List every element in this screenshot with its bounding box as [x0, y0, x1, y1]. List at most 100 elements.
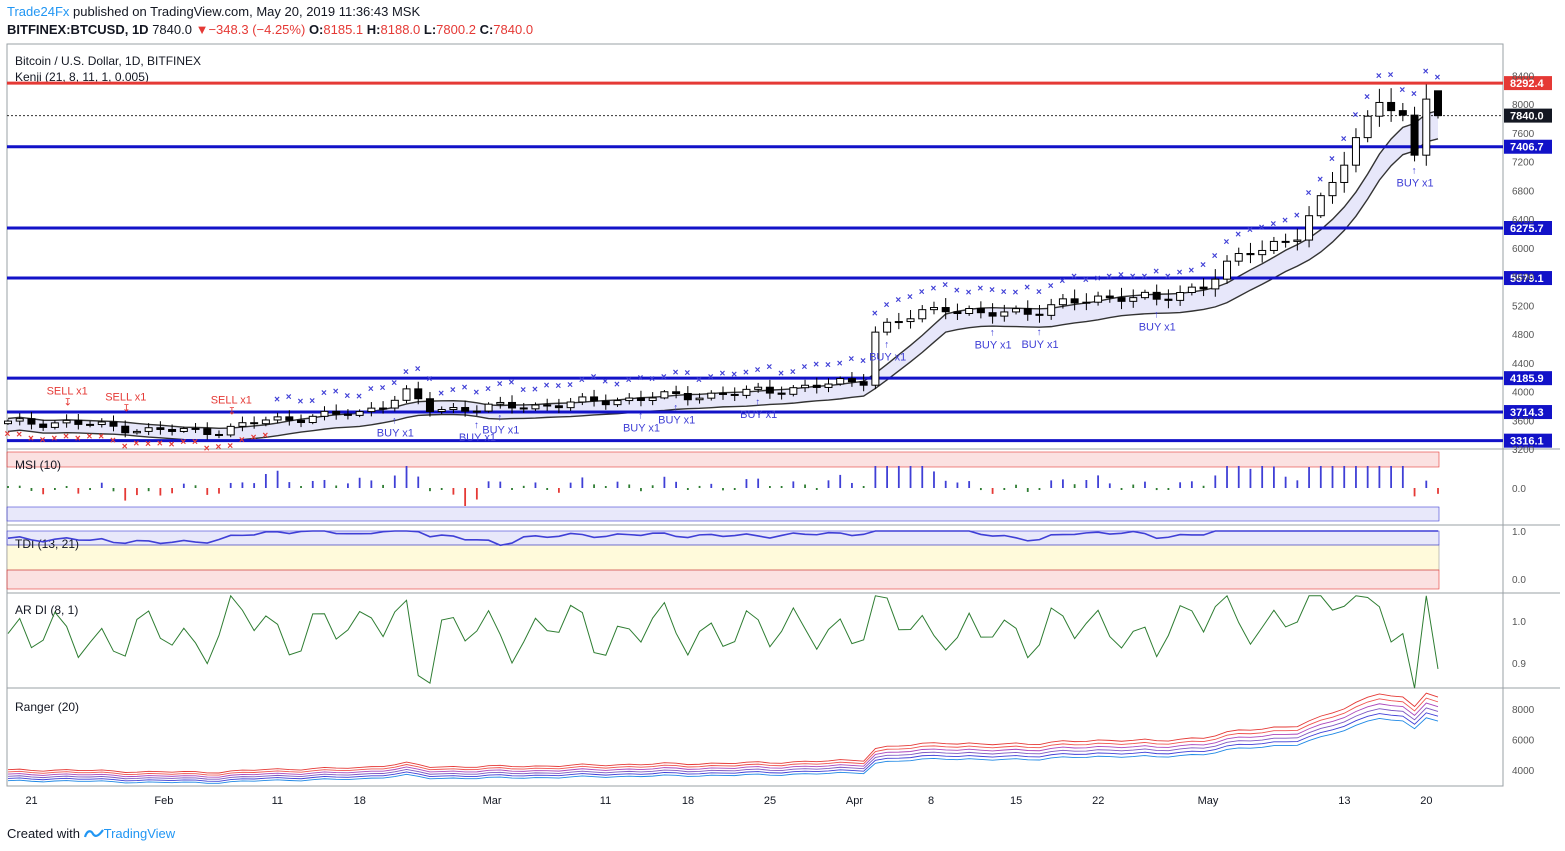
candle-body	[1223, 260, 1232, 280]
stop-marker: ×	[110, 435, 116, 446]
stop-marker: ×	[239, 435, 245, 446]
candle-body	[461, 407, 470, 412]
candle-body	[847, 378, 856, 383]
candle-body	[1398, 110, 1407, 116]
stop-marker: ×	[860, 356, 866, 367]
level-label-3316.1: 3316.1	[1510, 436, 1544, 448]
y-tick-main: 5600	[1512, 273, 1535, 284]
buy-arrow-icon: ↑	[638, 410, 643, 421]
stop-marker: ×	[1224, 237, 1230, 248]
ardi-pane[interactable]: AR DI (8, 1)	[7, 594, 1439, 689]
open-label: O:	[308, 22, 324, 37]
ranger-pane[interactable]: Ranger (20)	[7, 692, 1439, 784]
stop-marker: ×	[872, 308, 878, 319]
candle-body	[15, 418, 24, 422]
candle-body	[625, 397, 634, 402]
candle-body	[883, 321, 892, 333]
stop-marker: ×	[649, 374, 655, 385]
stop-marker: ×	[942, 280, 948, 291]
stop-marker: ×	[157, 439, 163, 450]
msi-title: MSI (10)	[15, 458, 61, 472]
stop-marker: ×	[825, 360, 831, 371]
stop-marker: ×	[743, 367, 749, 378]
stop-marker: ×	[403, 367, 409, 378]
candle-body	[1293, 239, 1302, 242]
last-price-label: 7840.0	[1510, 111, 1544, 123]
candle-body	[238, 422, 247, 427]
y-tick-main: 7200	[1512, 158, 1535, 169]
stop-marker: ×	[450, 385, 456, 396]
stop-marker: ×	[75, 433, 81, 444]
stop-marker: ×	[684, 368, 690, 379]
high-label: H:	[366, 22, 381, 37]
candle-body	[191, 427, 200, 430]
msi-pane[interactable]: MSI (10)	[6, 451, 1440, 522]
stop-marker: ×	[1388, 70, 1394, 81]
level-tag-6275.7	[1504, 221, 1552, 236]
y-tick-main: 3200	[1512, 445, 1535, 456]
candle-body	[1082, 301, 1091, 304]
buy-arrow-icon: ↑	[392, 415, 397, 426]
candle-body	[261, 419, 270, 425]
buy-signal-9: BUY x1	[869, 351, 906, 363]
msi-upper-band	[6, 451, 1440, 468]
level-label-7406.7: 7406.7	[1510, 142, 1544, 154]
candle-body	[1305, 215, 1314, 241]
stop-marker: ×	[215, 442, 221, 453]
stop-marker: ×	[907, 292, 913, 303]
tdi-lower-band	[6, 569, 1440, 590]
candle-body	[730, 393, 739, 396]
level-label-8292.4: 8292.4	[1510, 78, 1545, 90]
candle-body	[414, 388, 423, 400]
candle-body	[250, 422, 259, 425]
candle-body	[109, 421, 118, 427]
stop-marker: ×	[520, 385, 526, 396]
candle-body	[578, 396, 587, 403]
tdi-pane[interactable]: TDI (13, 21)	[6, 530, 1440, 590]
footer: Created with TradingView	[7, 826, 175, 841]
publisher-name[interactable]: Trade24Fx	[7, 4, 70, 19]
stop-marker: ×	[1177, 267, 1183, 278]
candle-body	[1176, 292, 1185, 301]
stop-marker: ×	[1435, 73, 1441, 84]
candle-body	[1000, 311, 1009, 317]
candle-body	[1340, 164, 1349, 183]
stop-marker: ×	[1141, 272, 1147, 283]
buy-arrow-icon: ↑	[884, 339, 889, 350]
ardi-title: AR DI (8, 1)	[15, 603, 78, 617]
msi-lower-band	[6, 506, 1440, 522]
stop-marker: ×	[344, 391, 350, 402]
tradingview-brand[interactable]: TradingView	[103, 826, 176, 841]
tdi-mid-band	[6, 544, 1440, 571]
candle-body	[203, 428, 212, 435]
candle-body	[1281, 240, 1290, 243]
stop-marker: ×	[462, 383, 468, 394]
stop-marker: ×	[426, 374, 432, 385]
candle-body	[742, 388, 751, 396]
candle-body	[929, 307, 938, 311]
buy-signal-3: BUY x1	[377, 427, 414, 439]
main-price-pane[interactable]: Bitcoin / U.S. Dollar, 1D, BITFINEX Kenji…	[4, 54, 1553, 455]
candle-body	[1094, 295, 1103, 303]
candle-body	[683, 392, 692, 401]
candle-body	[590, 396, 599, 402]
candle-body	[97, 421, 106, 426]
stop-marker: ×	[415, 364, 421, 375]
candle-body	[425, 398, 434, 413]
stop-marker: ×	[977, 283, 983, 294]
candle-body	[508, 401, 517, 409]
tradingview-logo-icon[interactable]	[83, 827, 104, 838]
stop-marker: ×	[989, 285, 995, 296]
indicator-label: Kenji (21, 8, 11, 1, 0.005)	[15, 70, 149, 84]
stop-marker: ×	[169, 439, 175, 450]
stop-marker: ×	[1059, 276, 1065, 287]
stop-marker: ×	[1024, 282, 1030, 293]
ranger-line-1	[7, 697, 1439, 776]
buy-signal-12: BUY x1	[1139, 321, 1176, 333]
level-label-5579.1: 5579.1	[1510, 273, 1544, 285]
stop-marker: ×	[1294, 211, 1300, 222]
stop-marker: ×	[731, 369, 737, 380]
stop-marker: ×	[1118, 270, 1124, 281]
axes: 3200 3600 4000 4400 4800 5200 5600 6000 6400 6800…	[25, 71, 1534, 807]
